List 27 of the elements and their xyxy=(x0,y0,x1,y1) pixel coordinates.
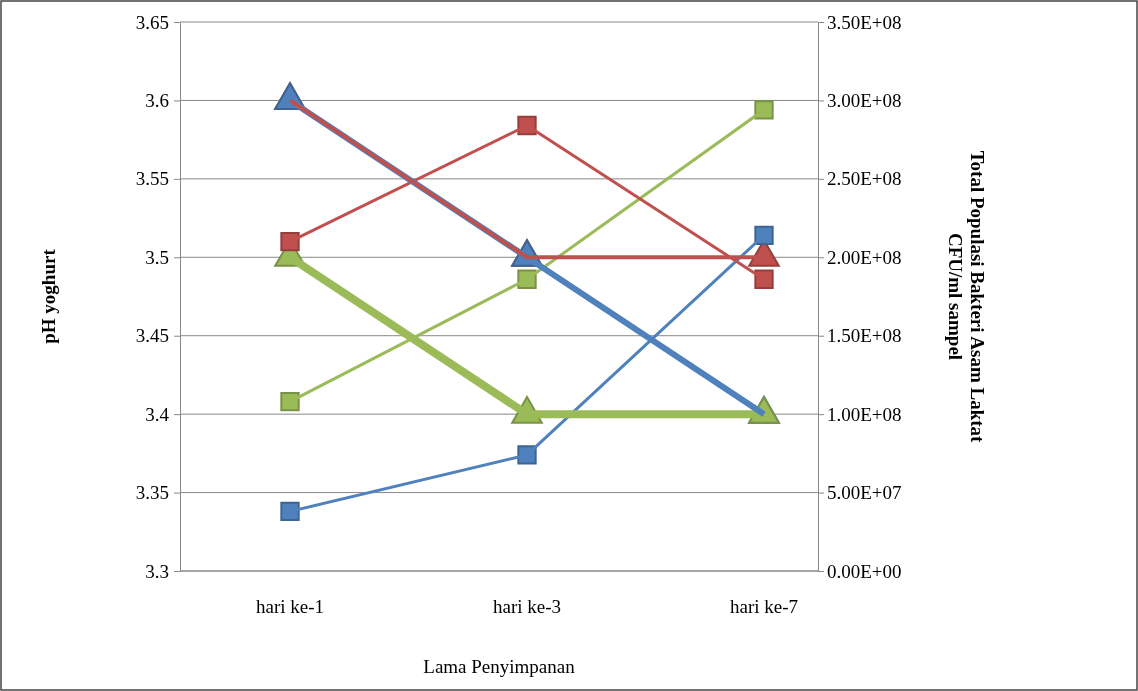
y-tick-label: 3.35 xyxy=(135,482,169,504)
point xyxy=(754,100,774,120)
point xyxy=(754,225,774,245)
x-tick-label: hari ke-3 xyxy=(492,596,562,617)
y2-tick-label: 1.00E+08 xyxy=(827,403,902,425)
y2-tick-label: 0.00E+00 xyxy=(827,560,902,582)
y2-tick-label: 5.00E+07 xyxy=(827,482,902,504)
point xyxy=(280,501,300,522)
y-tick-label: 3.55 xyxy=(135,168,169,190)
y-tick-label: 3.65 xyxy=(135,11,169,33)
point xyxy=(280,391,300,412)
y2-tick-label: 1.50E+08 xyxy=(827,325,902,347)
y2-tick-label: 3.00E+08 xyxy=(827,90,902,112)
y-tick-label: 3.3 xyxy=(145,560,169,582)
y-tick-label: 3.6 xyxy=(145,90,169,112)
y-tick-label: 3.4 xyxy=(145,403,170,425)
y-tick-label: 3.5 xyxy=(145,246,169,268)
y2-tick-label: 2.00E+08 xyxy=(827,246,902,268)
y2-axis-title: Total Populasi Bakteri Asam Laktat CFU/ml sampel xyxy=(944,150,989,444)
y2-tick-label: 2.50E+08 xyxy=(827,168,902,190)
x-axis-title: Lama Penyimpanan xyxy=(423,656,576,677)
point xyxy=(754,269,774,289)
y-axis-title: pH yoghurt xyxy=(38,248,59,344)
y-tick-label: 3.45 xyxy=(135,325,169,347)
x-tick-label: hari ke-1 xyxy=(255,596,325,617)
x-tick-label: hari ke-7 xyxy=(729,596,799,617)
y2-tick-label: 3.50E+08 xyxy=(827,11,902,33)
